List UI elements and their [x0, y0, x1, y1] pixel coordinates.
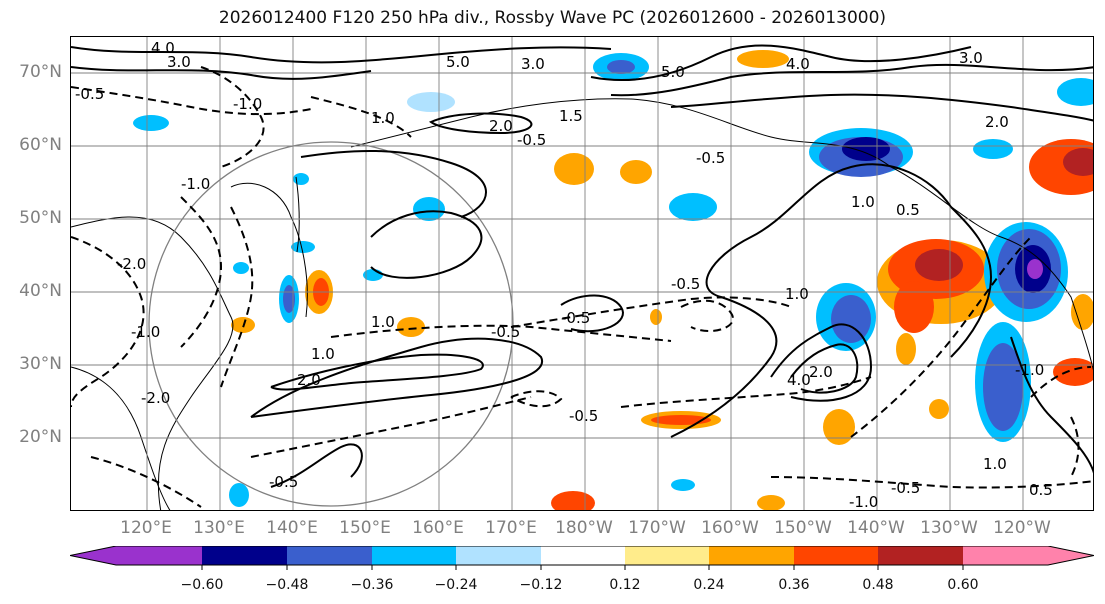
contour-label: 1.5: [559, 107, 583, 125]
figure-title: 2026012400 F120 250 hPa div., Rossby Wav…: [218, 8, 887, 28]
contour-label: 1.0: [983, 455, 1007, 473]
lon-label-150e: 150°E: [339, 518, 391, 538]
lon-label-160w: 160°W: [701, 518, 759, 538]
colorbar-tick-label: −0.12: [519, 577, 563, 593]
colorbar-segment: [878, 546, 963, 565]
lon-label-170w: 170°W: [628, 518, 686, 538]
lon-label-180w: 180°W: [555, 518, 613, 538]
colorbar-outline: [70, 546, 1094, 566]
contour-label: -0.5: [561, 309, 590, 327]
contour-label: 3.0: [959, 49, 983, 67]
negative-contours: [71, 66, 1093, 508]
contour-labels: 4.0 3.0 5.0 3.0 -0.5 1.0 -1.0 2.0 1.5 -0…: [75, 39, 1053, 511]
colorbar-tick-label: −0.48: [265, 577, 309, 593]
colorbar-segment: [70, 546, 202, 565]
contour-label: -1.0: [131, 323, 160, 341]
colorbar-segment: [287, 546, 372, 565]
contour-label: -1.0: [181, 175, 210, 193]
lat-label-60n: 60°N: [19, 135, 62, 155]
lon-label-140e: 140°E: [266, 518, 318, 538]
colorbar-ticks: [201, 565, 964, 570]
contour-label: 0.5: [1029, 481, 1053, 499]
colorbar-tick-label: 0.24: [693, 577, 725, 593]
rossby-wave-pc-circle: [148, 141, 514, 507]
contour-label: -0.5: [491, 323, 520, 341]
colorbar-segment: [541, 546, 625, 565]
map-panel: 4.0 3.0 5.0 3.0 -0.5 1.0 -1.0 2.0 1.5 -0…: [70, 36, 1094, 511]
colorbar-tick-label: −0.36: [350, 577, 394, 593]
contour-label: -0.5: [517, 131, 546, 149]
contour-label: -1.0: [1015, 361, 1044, 379]
colorbar-tick-label: 0.60: [947, 577, 979, 593]
colorbar-segment: [372, 546, 456, 565]
lat-label-20n: 20°N: [19, 427, 62, 447]
lon-label-150w: 150°W: [774, 518, 832, 538]
contour-label: -2.0: [117, 255, 146, 273]
contour-label: 2.0: [809, 363, 833, 381]
colorbar-segment: [794, 546, 878, 565]
contour-label: -0.5: [671, 275, 700, 293]
contour-label: 2.0: [985, 113, 1009, 131]
colorbar-segment: [456, 546, 541, 565]
colorbar-tick-label: 0.12: [609, 577, 641, 593]
lon-label-170e: 170°E: [485, 518, 537, 538]
lon-label-130w: 130°W: [920, 518, 978, 538]
contour-label: 1.0: [851, 193, 875, 211]
lon-label-120w: 120°W: [993, 518, 1051, 538]
colorbar-tick-label: −0.24: [434, 577, 478, 593]
colorbar: [70, 546, 1094, 570]
contour-label: 4.0: [786, 55, 810, 73]
lat-label-40n: 40°N: [19, 281, 62, 301]
contour-label: -0.5: [269, 473, 298, 491]
contour-label: -0.5: [696, 149, 725, 167]
colorbar-segment: [709, 546, 794, 565]
contour-label: 1.0: [371, 313, 395, 331]
contour-label: 1.0: [311, 345, 335, 363]
colorbar-tick-label: 0.48: [862, 577, 894, 593]
positive-contours: [71, 44, 1093, 488]
contour-label: 4.0: [151, 39, 175, 57]
colorbar-segment: [963, 546, 1094, 565]
contour-label: -0.5: [569, 407, 598, 425]
contour-label: 0.5: [896, 201, 920, 219]
colorbar-tick-label: −0.60: [180, 577, 224, 593]
lon-label-120e: 120°E: [120, 518, 172, 538]
contour-label: -2.0: [141, 389, 170, 407]
contour-label: 4.0: [787, 371, 811, 389]
contour-label: 5.0: [661, 63, 685, 81]
lat-label-30n: 30°N: [19, 354, 62, 374]
lat-label-50n: 50°N: [19, 208, 62, 228]
lon-label-140w: 140°W: [847, 518, 905, 538]
lat-label-70n: 70°N: [19, 62, 62, 82]
contour-label: 3.0: [521, 55, 545, 73]
colorbar-segment: [625, 546, 709, 565]
contour-label: -1.0: [849, 493, 878, 511]
colorbar-tick-label: 0.36: [778, 577, 810, 593]
lon-label-130e: 130°E: [193, 518, 245, 538]
contour-label: 3.0: [167, 53, 191, 71]
divergence-shading: [133, 50, 1093, 510]
contour-label: -0.5: [75, 85, 104, 103]
contour-label: 2.0: [297, 371, 321, 389]
contour-label: 2.0: [489, 117, 513, 135]
contour-label: 1.0: [371, 109, 395, 127]
contour-label: 5.0: [446, 53, 470, 71]
contour-label: -1.0: [233, 95, 262, 113]
colorbar-segment: [202, 546, 287, 565]
lon-label-160e: 160°E: [412, 518, 464, 538]
map-canvas: 4.0 3.0 5.0 3.0 -0.5 1.0 -1.0 2.0 1.5 -0…: [71, 37, 1093, 511]
contour-label: -0.5: [891, 479, 920, 497]
contour-label: 1.0: [785, 285, 809, 303]
